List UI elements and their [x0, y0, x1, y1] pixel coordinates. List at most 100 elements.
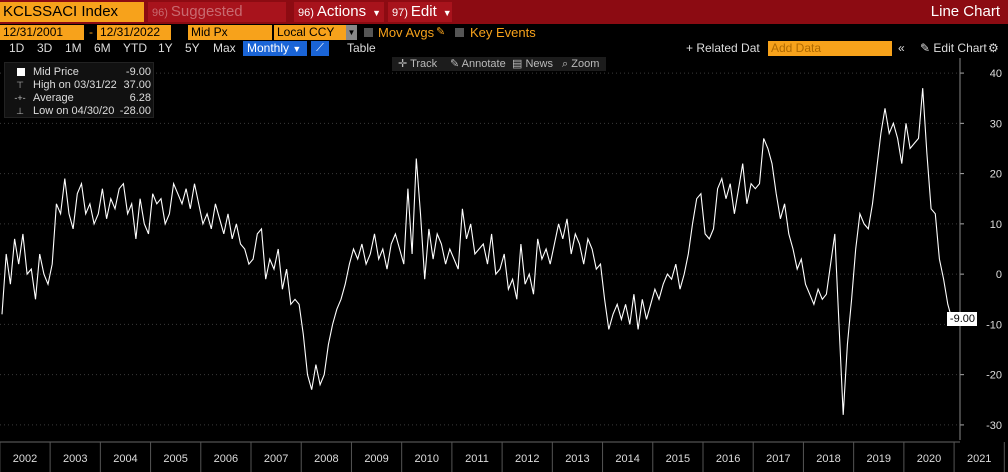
edit-chart-button[interactable]: ✎ Edit Chart [920, 41, 987, 56]
menu-number: 96) [298, 7, 314, 19]
legend-row-average: -+- Average 6.28 [9, 92, 153, 104]
legend-row-mid-price: Mid Price -9.00 [9, 66, 153, 78]
annotate-tool[interactable]: ✎ Annotate [450, 57, 506, 71]
zoom-label: Zoom [571, 58, 600, 70]
legend-swatch [17, 68, 25, 76]
table-button[interactable]: Table [347, 41, 376, 55]
edit-menu[interactable]: 97) Edit ▼ [388, 2, 452, 22]
key-events-checkbox[interactable] [455, 28, 464, 37]
legend-value: 6.28 [129, 92, 151, 104]
ticker-field[interactable]: KCLSSACI Index [0, 2, 144, 22]
menu-number: 97) [392, 7, 408, 19]
price-field-select[interactable]: Mid Px [188, 25, 272, 40]
range-1m[interactable]: 1M [65, 41, 82, 55]
x-tick-label: 2005 [163, 453, 187, 465]
chart-series [1, 88, 953, 415]
x-tick-label: 2010 [415, 453, 439, 465]
pencil-icon: ✎ [920, 41, 931, 55]
currency-dropdown-icon[interactable]: ▼ [346, 25, 357, 40]
pencil-icon[interactable]: ✎ [436, 26, 446, 38]
track-tool[interactable]: ✛ Track [398, 57, 437, 71]
last-value-tag: -9.00 [947, 312, 977, 327]
end-date-field[interactable]: 12/31/2022 [97, 25, 171, 40]
x-tick-label: 2007 [264, 453, 288, 465]
mov-avgs-checkbox[interactable] [364, 28, 373, 37]
actions-menu[interactable]: 96) Actions ▼ [294, 2, 384, 22]
caret-down-icon: ▼ [292, 44, 302, 54]
low-marker-icon: ⊥ [16, 106, 24, 116]
chart-type-title: Line Chart [930, 3, 1000, 20]
range-3d[interactable]: 3D [37, 41, 53, 55]
x-tick-label: 2017 [766, 453, 790, 465]
x-axis: 2002 2003 2004 2005 2006 2007 2008 2009 2010 2011… [0, 441, 1005, 472]
range-ytd[interactable]: YTD [123, 41, 147, 55]
y-tick-label: 20 [990, 169, 1002, 181]
menu-label: Actions [316, 3, 367, 20]
x-tick-label: 2006 [214, 453, 238, 465]
title-bar: KCLSSACI Index 96)Suggested Charts 96)Ac… [0, 0, 1008, 41]
y-tick-label: 0 [996, 269, 1002, 281]
y-tick-label: -20 [986, 370, 1002, 382]
y-tick-label: 30 [990, 118, 1002, 130]
start-date-field[interactable]: 12/31/2001 [0, 25, 84, 40]
x-tick-label: 2002 [13, 453, 37, 465]
x-tick-label: 2013 [565, 453, 589, 465]
caret-down-icon: ▼ [372, 8, 382, 18]
suggested-charts-menu[interactable]: 96)Suggested Charts [148, 2, 286, 41]
magnifier-icon: ⌕ [562, 58, 569, 70]
key-events-label[interactable]: Key Events [470, 25, 536, 40]
pen-icon: ✎ [450, 58, 460, 70]
related-data-button[interactable]: + Related Dat [686, 41, 760, 55]
legend-value: -9.00 [125, 66, 151, 78]
date-separator: - [89, 25, 93, 39]
frequency-label: Monthly [247, 41, 290, 55]
range-5y[interactable]: 5Y [185, 41, 200, 55]
x-tick-label: 2020 [917, 453, 941, 465]
x-tick-label: 2021 [967, 453, 991, 465]
x-tick-label: 2014 [615, 453, 639, 465]
x-tick-label: 2009 [364, 453, 388, 465]
range-1y[interactable]: 1Y [158, 41, 173, 55]
y-tick-label: -10 [986, 319, 1002, 331]
mov-avgs-label[interactable]: Mov Avgs [378, 25, 435, 40]
legend-label: High on 03/31/22 [33, 79, 117, 91]
x-tick-label: 2008 [314, 453, 338, 465]
range-6m[interactable]: 6M [94, 41, 111, 55]
range-bar: 1D 3D 1M 6M YTD 1Y 5Y Max Monthly ▼ ⟋ Ta… [0, 41, 1008, 56]
line-chart-icon[interactable]: ⟋ [311, 41, 329, 56]
range-1d[interactable]: 1D [9, 41, 25, 55]
zoom-tool[interactable]: ⌕ Zoom [562, 57, 599, 71]
add-data-input[interactable]: Add Data [768, 41, 892, 56]
frequency-select[interactable]: Monthly ▼ [243, 41, 307, 56]
news-tool[interactable]: ▤ News [512, 57, 553, 71]
menu-label: Edit [410, 3, 437, 20]
legend-value: -28.00 [119, 105, 151, 117]
x-tick-label: 2016 [716, 453, 740, 465]
chart-tools: ✛ Track ✎ Annotate ▤ News ⌕ Zoom [392, 57, 606, 71]
average-marker-icon: -+- [14, 93, 26, 103]
x-tick-label: 2004 [113, 453, 137, 465]
settings-bar: 12/31/2001 - 12/31/2022 Mid Px Local CCY… [0, 24, 1008, 41]
x-tick-label: 2018 [816, 453, 840, 465]
x-tick-label: 2012 [515, 453, 539, 465]
track-label: Track [410, 58, 438, 70]
y-tick-label: 40 [990, 68, 1002, 80]
y-tick-label: 10 [990, 219, 1002, 231]
y-tick-label: -30 [986, 420, 1002, 432]
mid-price-line [1, 88, 953, 415]
caret-down-icon: ▼ [442, 8, 452, 18]
x-tick-label: 2015 [666, 453, 690, 465]
x-tick-label: 2003 [63, 453, 87, 465]
edit-chart-label: Edit Chart [933, 41, 987, 55]
menu-number: 96) [152, 7, 168, 19]
legend-label: Average [33, 92, 74, 104]
range-max[interactable]: Max [213, 41, 236, 55]
currency-select[interactable]: Local CCY [274, 25, 346, 40]
collapse-icon[interactable]: « [898, 41, 905, 55]
gear-icon[interactable]: ⚙ [988, 41, 999, 55]
legend-value: 37.00 [123, 79, 151, 91]
high-marker-icon: ⊤ [16, 80, 24, 90]
legend-label: Mid Price [33, 66, 79, 78]
x-tick-label: 2011 [465, 453, 489, 465]
